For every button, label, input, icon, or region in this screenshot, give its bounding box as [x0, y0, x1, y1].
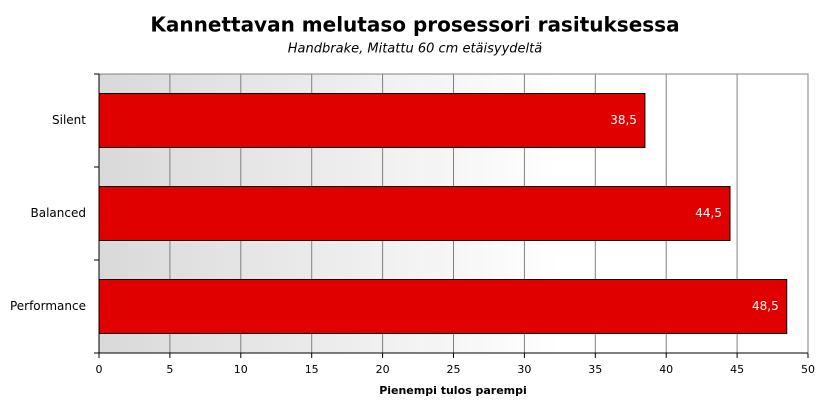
x-tick-label: 15 — [305, 363, 319, 376]
y-tick-label: Silent — [52, 113, 86, 127]
x-tick-label: 25 — [447, 363, 461, 376]
bar — [98, 279, 788, 334]
data-label: 48,5 — [752, 299, 779, 313]
x-tick-label: 45 — [730, 363, 744, 376]
data-label: 38,5 — [610, 113, 637, 127]
x-tick-label: 20 — [376, 363, 390, 376]
x-tick-label: 35 — [588, 363, 602, 376]
x-tick-label: 40 — [659, 363, 673, 376]
x-tick-label: 5 — [166, 363, 173, 376]
y-tick-label: Performance — [10, 299, 86, 313]
bar — [98, 93, 646, 148]
x-tick-label: 30 — [517, 363, 531, 376]
x-tick-label: 0 — [96, 363, 103, 376]
x-tick-label: 50 — [801, 363, 815, 376]
data-label: 44,5 — [695, 206, 722, 220]
y-tick-label: Balanced — [31, 206, 86, 220]
bar — [98, 186, 731, 241]
chart-title: Kannettavan melutaso prosessori rasituks… — [150, 13, 679, 37]
chart-subtitle: Handbrake, Mitattu 60 cm etäisyydeltä — [288, 42, 542, 57]
x-tick-label: 10 — [234, 363, 248, 376]
x-axis-label: Pienempi tulos parempi — [379, 384, 527, 397]
